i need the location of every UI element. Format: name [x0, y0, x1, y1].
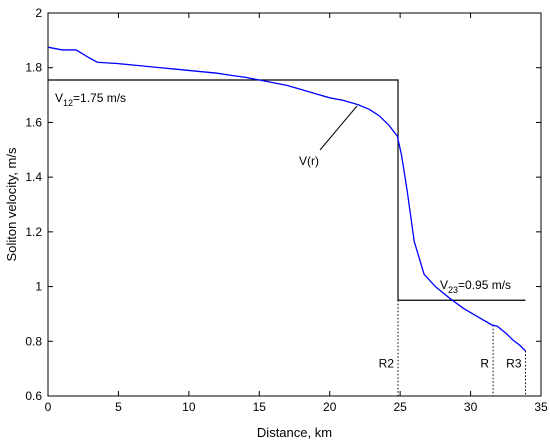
- y-tick-label: 2: [35, 6, 42, 20]
- marker-lines: [397, 300, 527, 396]
- x-tick-label: 10: [182, 400, 196, 414]
- y-tick-label: 1.8: [25, 61, 42, 75]
- marker-label-r: R: [480, 356, 489, 370]
- x-axis-label: Distance, km: [257, 425, 332, 440]
- x-tick-label: 35: [534, 400, 548, 414]
- x-tick-label: 5: [115, 400, 122, 414]
- ticks: [47, 12, 542, 397]
- vr-pointer: [319, 105, 358, 151]
- labels: 0 5 10 15 20 25 30 35 0.6 0.8 1 1.2 1.4 1.6 1.8 2 R2 R R3: [25, 6, 548, 414]
- vr-annotation: V(r): [299, 154, 319, 168]
- y-tick-label: 1: [35, 280, 42, 294]
- marker-label-r2: R2: [379, 356, 395, 370]
- series-layer: [47, 46, 526, 352]
- x-tick-label: 15: [253, 400, 267, 414]
- axes-box: [47, 12, 542, 397]
- marker-label-r3: R3: [506, 356, 522, 370]
- step-line: [48, 79, 526, 301]
- y-tick-label: 1.2: [25, 225, 42, 239]
- step-function: [48, 79, 526, 301]
- x-tick-label: 30: [464, 400, 478, 414]
- v23-annotation: V23=0.95 m/s: [440, 278, 511, 295]
- y-tick-label: 1.4: [25, 170, 42, 184]
- plot-area: [48, 13, 541, 396]
- y-tick-label: 0.6: [25, 389, 42, 403]
- y-tick-label: 1.6: [25, 115, 42, 129]
- v12-annotation: V12=1.75 m/s: [55, 91, 126, 108]
- x-tick-label: 25: [393, 400, 407, 414]
- x-tick-label: 20: [323, 400, 337, 414]
- y-tick-label: 0.8: [25, 334, 42, 348]
- velocity-series-line: [47, 46, 526, 352]
- x-tick-label: 0: [45, 400, 52, 414]
- y-axis-label: Soliton velocity, m/s: [4, 147, 19, 261]
